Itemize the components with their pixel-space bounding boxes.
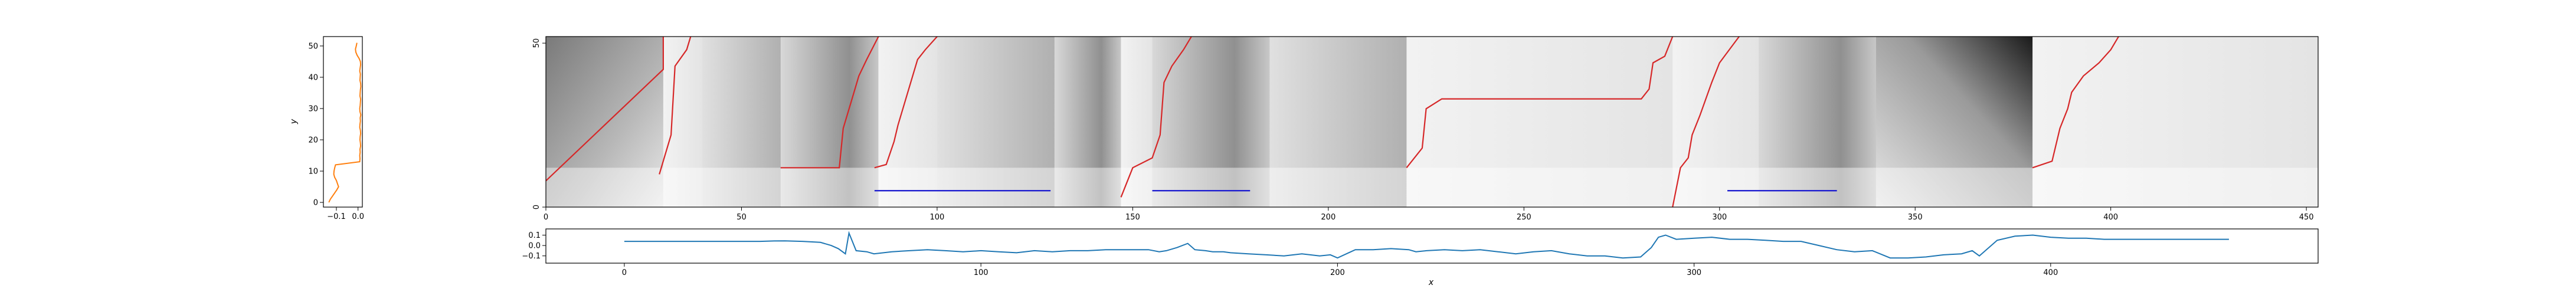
red-path-6 [1672,37,1740,207]
heatmap-lower-band-4 [878,168,938,207]
main-image-panel: 0 50 100 150 200 250 300 350 400 450 0 50 [532,36,2319,222]
heatmap-block-6 [1054,37,1121,207]
heatmap-lower-band-0 [546,168,664,207]
main-xtick-label: 450 [2299,213,2314,222]
heatmap-block-12 [1759,37,1877,207]
heatmap-lower-band-5 [937,168,1055,207]
bottom-x-axis-label: x [1428,278,1434,287]
main-xtick-label: 0 [544,213,548,222]
main-ytick-label: 0 [532,205,541,209]
heatmap-lower-band-1 [663,168,703,207]
bottom-xtick-label: 200 [1330,268,1345,277]
heatmap-block-14 [2032,37,2318,207]
heatmap-lower-band-10 [1406,168,1673,207]
heatmap-lower-band-8 [1152,168,1270,207]
red-path-1 [659,37,692,175]
heatmap-lower-band-12 [1759,168,1877,207]
left-series-line-0 [328,42,362,203]
main-xtick-label: 400 [2103,213,2118,222]
bottom-frame [545,228,2319,264]
main-xtick-label: 150 [1125,213,1140,222]
heatmap-lower-band-2 [702,168,781,207]
red-path-3 [874,37,938,169]
heatmap-lower-band-6 [1054,168,1121,207]
red-path-0 [546,37,664,182]
left-ytick-label: 50 [308,42,318,51]
left-ytick-label: 40 [308,73,318,82]
left-ytick-label: 30 [308,104,318,113]
heatmap-lower-band-13 [1875,168,2033,207]
bottom-xtick-label: 400 [2043,268,2058,277]
bottom-xtick-label: 0 [622,268,627,277]
red-path-4 [1120,37,1192,198]
main-frame [545,36,2319,208]
left-ytick-label: 10 [308,168,318,176]
left-xtick-label: 0.0 [352,212,364,221]
heatmap-block-1 [663,37,703,207]
red-path-5 [1406,37,1674,168]
heatmap-block-11 [1672,37,1759,207]
heatmap-block-3 [780,37,879,207]
heatmap-block-13 [1875,37,2033,207]
main-ytick-label: 50 [532,38,541,48]
heatmap-lower-band-14 [2032,168,2318,207]
main-xtick-label: 300 [1712,213,1727,222]
heatmap-block-7 [1121,37,1153,207]
bottom-ytick-label: 0.0 [528,242,541,251]
bottom-ytick-label: 0.1 [528,231,541,240]
main-xtick-label: 200 [1321,213,1336,222]
left-plot-area [323,37,362,207]
heatmap-block-0 [546,37,664,207]
bottom-xtick-label: 100 [974,268,988,277]
heatmap-lower-band-3 [780,168,879,207]
heatmap-block-10 [1406,37,1673,207]
left-ytick-label: 0 [313,199,318,208]
red-path-7 [2032,37,2119,169]
bottom-series-line-0 [624,231,2229,259]
bottom-profile-panel: 0 100 200 300 400 0.1 0.0−0.1 x [522,228,2319,287]
main-xtick-label: 250 [1517,213,1531,222]
heatmap-block-4 [878,37,938,207]
main-xtick-label: 100 [929,213,944,222]
heatmap-lower-band-9 [1269,168,1407,207]
red-path-2 [780,37,879,169]
main-xtick-label: 350 [1908,213,1923,222]
heatmap-block-9 [1269,37,1407,207]
main-xtick-label: 50 [737,213,747,222]
left-ytick-label: 20 [308,136,318,145]
left-y-axis-label: y [289,119,299,124]
heatmap-lower-band-7 [1121,168,1153,207]
bottom-ytick-label: −0.1 [522,252,541,261]
heatmap-lower-band-11 [1672,168,1759,207]
left-xtick-label: −0.1 [327,212,346,221]
bottom-plot-area [546,229,2318,263]
heatmap-block-2 [702,37,781,207]
bottom-xtick-label: 300 [1687,268,1701,277]
heatmap-block-5 [937,37,1055,207]
left-profile-panel: 0 10 20 30 40 50 −0.1 0.0 y [289,36,364,221]
left-frame [323,36,363,208]
